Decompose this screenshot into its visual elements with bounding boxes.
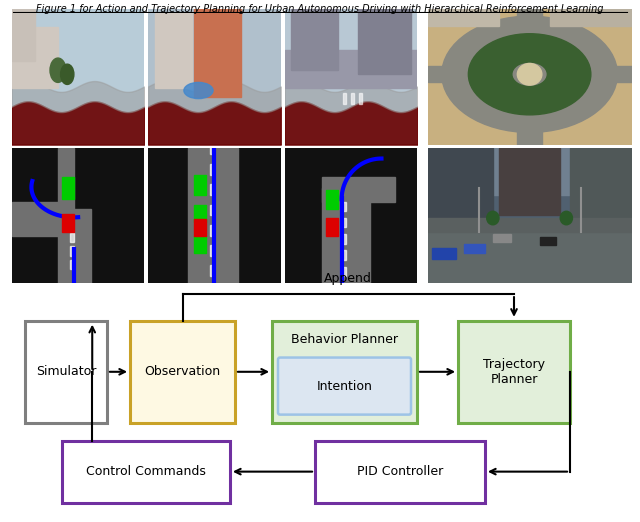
Bar [211, 205, 214, 215]
Bar [58, 209, 91, 283]
Ellipse shape [50, 58, 66, 82]
Bar [70, 233, 74, 242]
Bar [428, 66, 464, 82]
Bar [12, 27, 58, 88]
Bar [188, 148, 238, 283]
Text: PID Controller: PID Controller [357, 465, 443, 478]
Bar [12, 202, 71, 235]
Ellipse shape [487, 211, 499, 225]
Ellipse shape [184, 82, 213, 99]
FancyBboxPatch shape [272, 321, 417, 423]
Circle shape [513, 64, 546, 85]
Bar [195, 205, 207, 222]
Bar [342, 267, 346, 276]
Bar [346, 188, 369, 283]
Bar [428, 148, 493, 222]
Bar [155, 14, 192, 88]
Bar [428, 148, 632, 195]
Bar [326, 189, 338, 209]
FancyBboxPatch shape [315, 441, 485, 503]
Bar [428, 218, 632, 232]
Ellipse shape [560, 211, 572, 225]
Text: Simulator: Simulator [36, 365, 96, 378]
Text: Trajectory
Planner: Trajectory Planner [483, 358, 545, 386]
Bar [550, 9, 632, 26]
Bar [322, 188, 346, 283]
FancyBboxPatch shape [25, 321, 107, 423]
Bar [62, 214, 74, 232]
Text: Observation: Observation [145, 365, 221, 378]
Text: Intention: Intention [317, 379, 372, 393]
Bar [570, 148, 632, 222]
Bar [342, 234, 346, 244]
Bar [326, 218, 338, 235]
Bar [12, 9, 35, 61]
Bar [431, 248, 456, 258]
Bar [540, 237, 556, 245]
Bar [211, 265, 214, 276]
Bar [359, 93, 362, 104]
Bar [291, 9, 338, 70]
Bar [195, 235, 207, 253]
Bar [285, 50, 417, 88]
Bar [464, 244, 484, 253]
Bar [517, 117, 542, 145]
Bar [358, 9, 411, 74]
Text: Figure 1 for Action and Trajectory Planning for Urban Autonomous Driving with Hi: Figure 1 for Action and Trajectory Plann… [36, 4, 604, 14]
FancyBboxPatch shape [458, 321, 570, 423]
Ellipse shape [517, 64, 542, 85]
Circle shape [442, 16, 618, 133]
Bar [58, 148, 74, 209]
Circle shape [468, 34, 591, 115]
FancyBboxPatch shape [130, 321, 235, 423]
Bar [211, 164, 214, 175]
Bar [195, 219, 207, 235]
Bar [342, 218, 346, 228]
Bar [351, 93, 355, 104]
Bar [211, 144, 214, 155]
Bar [322, 177, 395, 202]
Text: Behavior Planner: Behavior Planner [291, 333, 398, 346]
Bar [195, 9, 241, 97]
Text: Append: Append [324, 272, 372, 285]
Bar [343, 93, 346, 104]
Bar [62, 177, 74, 199]
Bar [428, 9, 499, 26]
Bar [517, 9, 542, 34]
FancyBboxPatch shape [278, 358, 411, 414]
Bar [499, 148, 560, 215]
Bar [211, 225, 214, 235]
Ellipse shape [61, 64, 74, 85]
Bar [428, 232, 632, 283]
FancyBboxPatch shape [62, 441, 230, 503]
Bar [493, 234, 511, 242]
Text: Control Commands: Control Commands [86, 465, 206, 478]
Bar [70, 260, 74, 269]
Bar [595, 66, 632, 82]
Bar [70, 246, 74, 256]
Bar [342, 251, 346, 260]
Bar [195, 175, 207, 195]
Bar [211, 184, 214, 195]
Bar [211, 245, 214, 256]
Bar [342, 202, 346, 211]
